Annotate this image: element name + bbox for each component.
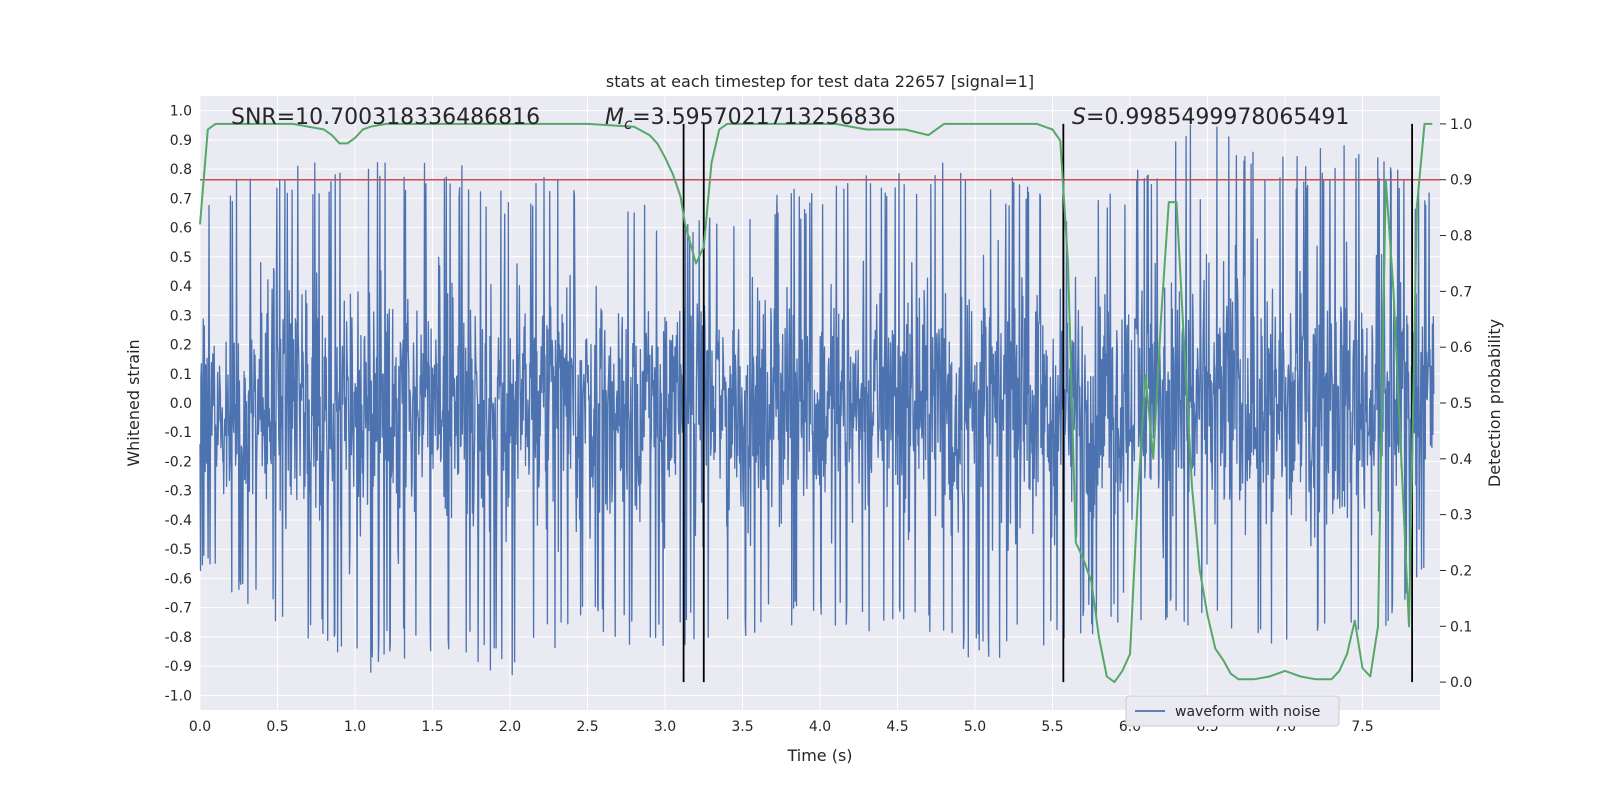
- y-tick-label: 0.4: [170, 279, 192, 295]
- y-tick-label: 0.6: [170, 221, 192, 237]
- y-tick-label: 0.1: [170, 367, 192, 383]
- y-tick-label: -0.5: [165, 542, 192, 558]
- y-tick-label: -1.0: [165, 688, 192, 704]
- y2-tick-label: 0.0: [1450, 675, 1472, 691]
- x-tick-label: 0.0: [189, 719, 211, 735]
- y2-tick-label: 0.8: [1450, 229, 1472, 245]
- y-axis-ticks: 1.0 0.9 0.8 0.7 0.6 0.5 0.4 0.3 0.2 0.1 0.0 -0.1 -0.…: [165, 104, 192, 705]
- y-tick-label: -0.8: [165, 630, 192, 646]
- score-symbol: S: [1072, 105, 1086, 130]
- x-tick-label: 2.0: [499, 719, 521, 735]
- waveform-line: [199, 124, 1435, 676]
- y-tick-label: -0.6: [165, 571, 192, 587]
- x-tick-label: 3.5: [731, 719, 753, 735]
- y2-tick-label: 1.0: [1450, 117, 1472, 133]
- chirp-mass-value: =3.5957021713256836: [632, 105, 895, 130]
- x-tick-label: 0.5: [266, 719, 288, 735]
- x-tick-label: 4.0: [809, 719, 831, 735]
- x-axis-label: Time (s): [786, 746, 852, 765]
- y-tick-label: -0.9: [165, 659, 192, 675]
- x-axis-ticks: 0.0 0.5 1.0 1.5 2.0 2.5 3.0 3.5 4.0 4.5 5.0 5.5 6.0 6…: [189, 719, 1374, 735]
- y-tick-label: 0.8: [170, 162, 192, 178]
- y2-tick-label: 0.7: [1450, 284, 1472, 300]
- y-tick-label: 1.0: [170, 104, 192, 120]
- score-value: =0.9985499978065491: [1086, 105, 1349, 130]
- y-tick-label: 0.0: [170, 396, 192, 412]
- y2-tick-label: 0.2: [1450, 563, 1472, 579]
- waveform-series: [199, 124, 1435, 676]
- y2-tick-label: 0.5: [1450, 396, 1472, 412]
- chirp-mass-annotation: Mc=3.5957021713256836: [605, 105, 896, 133]
- y-tick-label: 0.2: [170, 338, 192, 354]
- y-tick-label: 0.5: [170, 250, 192, 266]
- snr-annotation: SNR=10.700318336486816: [231, 105, 540, 130]
- x-tick-label: 5.5: [1041, 719, 1063, 735]
- legend-label-waveform: waveform with noise: [1175, 704, 1320, 720]
- chart-title: stats at each timestep for test data 226…: [606, 72, 1034, 91]
- x-tick-label: 3.0: [654, 719, 676, 735]
- x-tick-label: 7.5: [1351, 719, 1373, 735]
- y2-tick-label: 0.4: [1450, 452, 1472, 468]
- chirp-mass-symbol: M: [605, 105, 624, 130]
- y2-tick-label: 0.9: [1450, 173, 1472, 189]
- y-tick-label: 0.7: [170, 191, 192, 207]
- y-axis-label: Whitened strain: [124, 339, 143, 466]
- y2-tick-label: 0.3: [1450, 508, 1472, 524]
- y2-axis-label: Detection probability: [1485, 319, 1504, 487]
- y-tick-label: -0.7: [165, 601, 192, 617]
- x-tick-label: 4.5: [886, 719, 908, 735]
- x-tick-label: 2.5: [576, 719, 598, 735]
- legend-box: [1125, 695, 1340, 727]
- y-tick-label: 0.9: [170, 133, 192, 149]
- x-tick-label: 5.0: [964, 719, 986, 735]
- legend: waveform with noise: [1125, 695, 1340, 727]
- x-tick-label: 1.5: [421, 719, 443, 735]
- y-tick-label: -0.1: [165, 425, 192, 441]
- probability-series: [199, 122, 1433, 684]
- y-tick-label: -0.2: [165, 454, 192, 470]
- probability-line: [199, 122, 1433, 684]
- score-annotation: S=0.9985499978065491: [1072, 105, 1349, 130]
- y2-tick-label: 0.1: [1450, 619, 1472, 635]
- y-tick-label: 0.3: [170, 308, 192, 324]
- chirp-mass-subscript: c: [624, 115, 633, 133]
- y2-axis-ticks: 1.0 0.9 0.8 0.7 0.6 0.5 0.4 0.3 0.2 0.1 0.0: [1440, 117, 1472, 691]
- y-tick-label: -0.3: [165, 484, 192, 500]
- y2-tick-label: 0.6: [1450, 340, 1472, 356]
- x-tick-label: 1.0: [344, 719, 366, 735]
- y-tick-label: -0.4: [165, 513, 192, 529]
